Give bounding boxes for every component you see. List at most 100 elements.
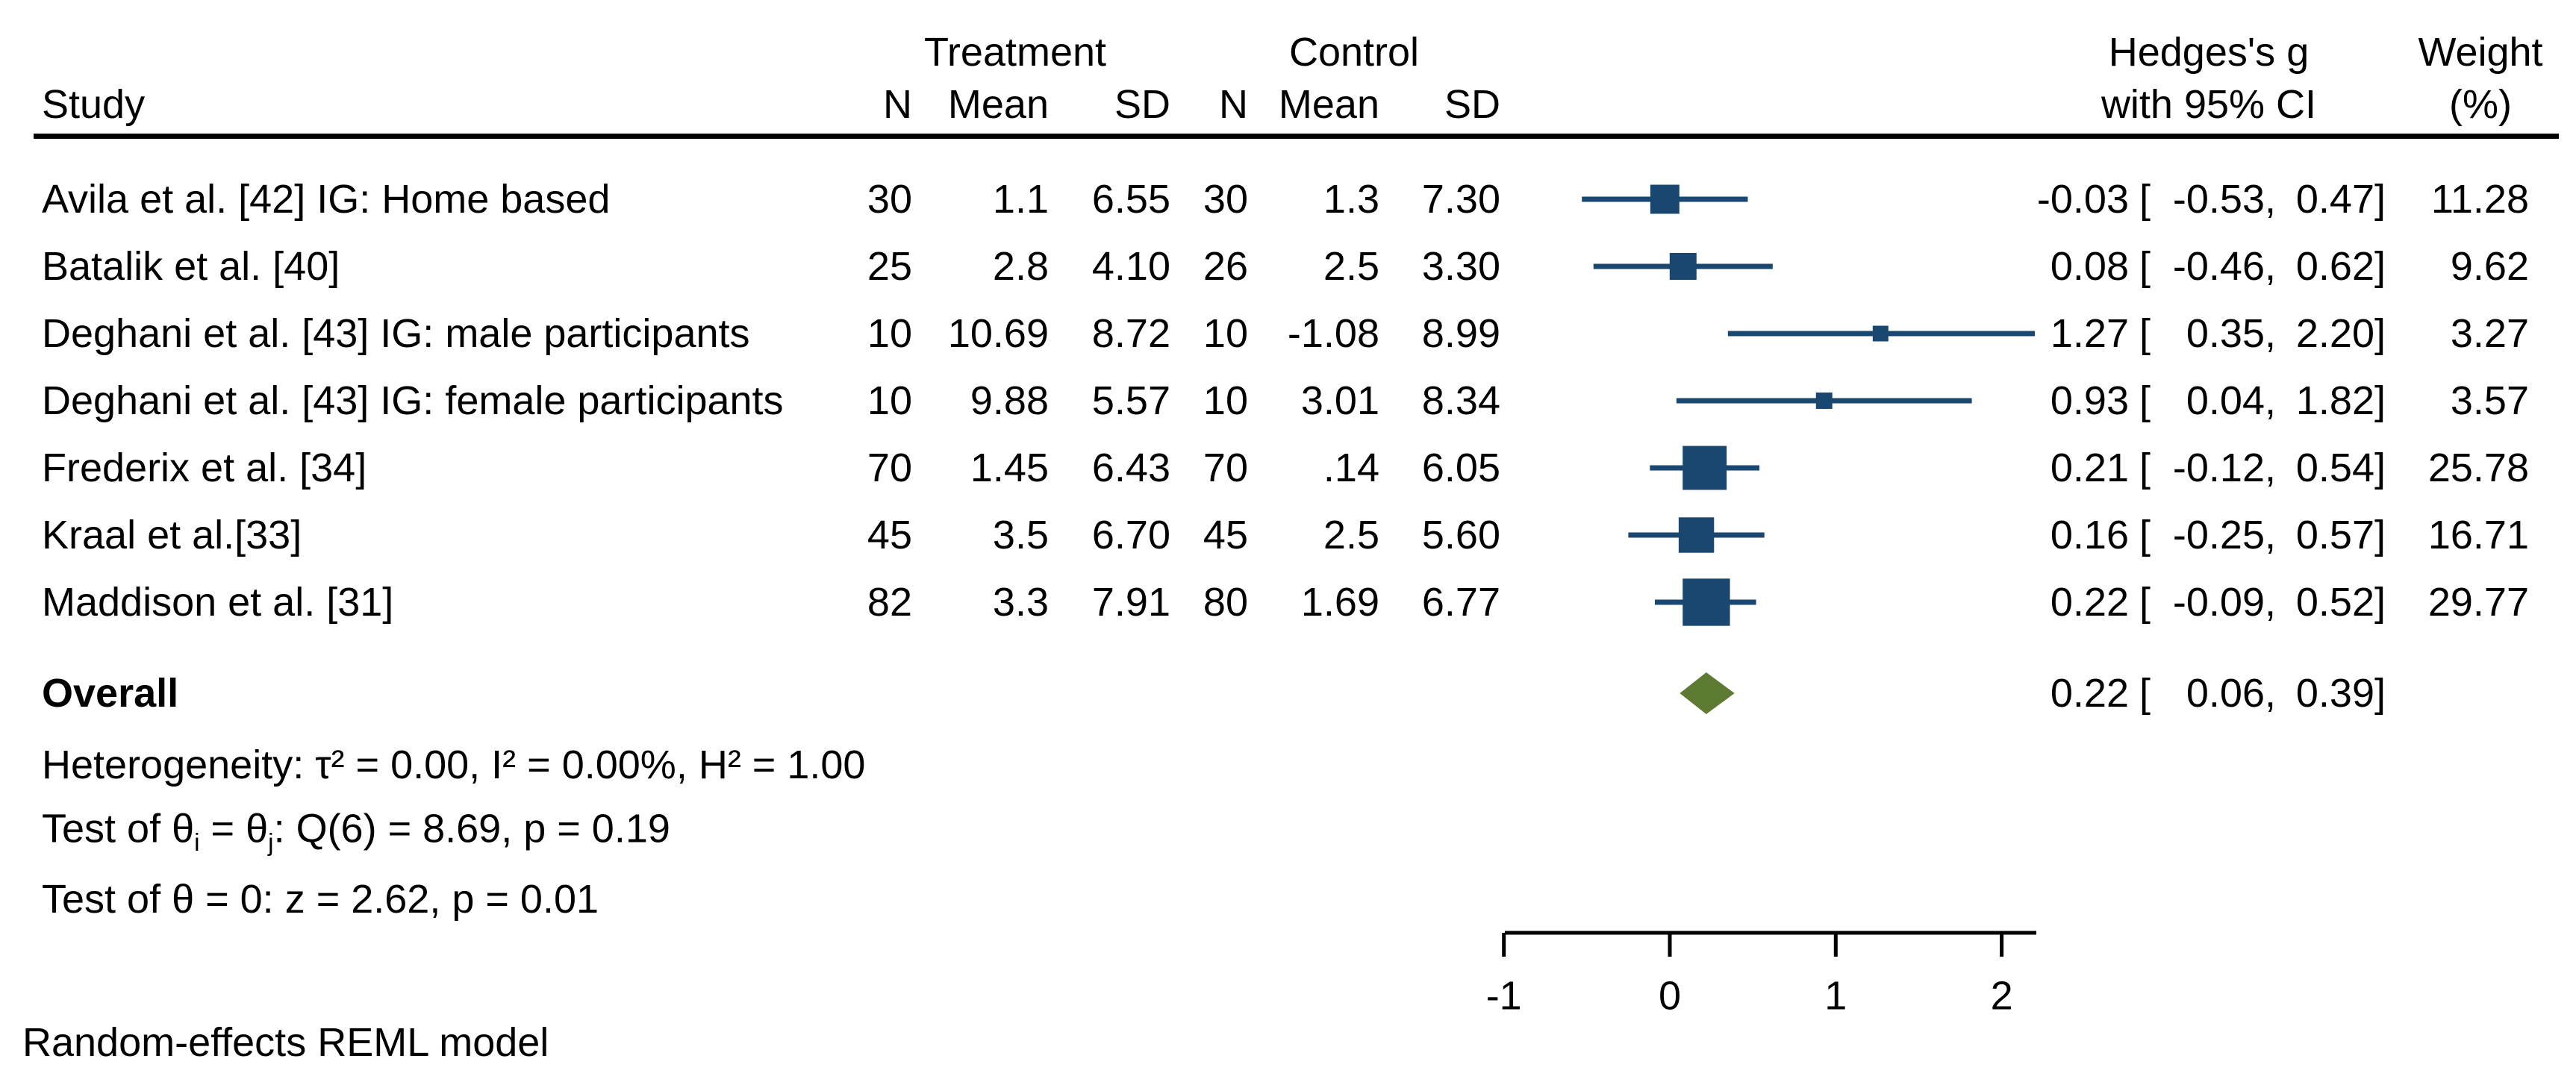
control-mean-value: -1.08 — [1287, 311, 1379, 356]
treatment-mean-value: 9.88 — [970, 378, 1049, 423]
control-sd-value: 5.60 — [1421, 513, 1500, 557]
heterogeneity-stats: Heterogeneity: τ² = 0.00, I² = 0.00%, H²… — [42, 743, 866, 787]
treatment-sd-value: 6.55 — [1091, 177, 1170, 222]
ci-lower: -0.53, — [2172, 177, 2276, 222]
effect-square — [1682, 578, 1730, 626]
ci-lower: 0.04, — [2186, 378, 2276, 423]
ci-lower: -0.46, — [2172, 244, 2276, 289]
control-n-header: N — [1219, 82, 1248, 127]
open-bracket: [ — [2139, 177, 2151, 222]
study-label: Maddison et al. [31] — [42, 580, 394, 625]
effect-value: 0.08 — [2050, 244, 2129, 289]
effect-value: 1.27 — [2050, 311, 2129, 356]
treatment-n-value: 30 — [867, 177, 912, 222]
weight-header-line1: Weight — [2418, 30, 2543, 75]
control-sd-value: 8.34 — [1421, 378, 1500, 423]
weight-value: 9.62 — [2450, 244, 2529, 289]
control-sd-header: SD — [1444, 82, 1500, 127]
test-thetas-rest: : Q(6) = 8.69, p = 0.19 — [273, 806, 670, 851]
overall-ci-lower: 0.06, — [2186, 671, 2276, 716]
test-thetas-pre: Test of θ — [42, 806, 195, 851]
ci-upper: 0.52] — [2295, 580, 2386, 625]
ci-upper: 0.54] — [2295, 446, 2386, 490]
ci-upper: 0.57] — [2295, 513, 2386, 557]
treatment-group-header: Treatment — [923, 30, 1107, 75]
treatment-n-value: 25 — [867, 244, 912, 289]
treatment-mean-value: 10.69 — [947, 311, 1049, 356]
treatment-mean-value: 2.8 — [992, 244, 1049, 289]
zero-effect-test: Test of θ = 0: z = 2.62, p = 0.01 — [42, 877, 599, 922]
effect-ci-text: 0.16[ -0.25, 0.57] — [1995, 515, 2386, 555]
treatment-sd-value: 6.43 — [1091, 446, 1170, 490]
control-n-value: 70 — [1203, 446, 1248, 490]
overall-label: Overall — [42, 671, 179, 716]
effect-value: -0.03 — [2036, 177, 2129, 222]
x-axis-tick-label: 1 — [1824, 973, 1847, 1018]
ci-upper: 1.82] — [2295, 378, 2386, 423]
control-group-header: Control — [1288, 30, 1420, 75]
control-mean-value: 1.69 — [1300, 580, 1379, 625]
effect-value: 0.93 — [2050, 378, 2129, 423]
treatment-mean-value: 1.45 — [970, 446, 1049, 490]
header-divider-rule — [34, 134, 2559, 139]
effect-ci-text: 0.93[0.04, 1.82] — [1995, 381, 2386, 421]
ci-lower: -0.25, — [2172, 513, 2276, 557]
effect-square — [1650, 184, 1680, 214]
ci-upper: 2.20] — [2295, 311, 2386, 356]
effect-square — [1815, 393, 1833, 409]
treatment-sd-value: 7.91 — [1091, 580, 1170, 625]
treatment-n-value: 70 — [867, 446, 912, 490]
effect-value: 0.16 — [2050, 513, 2129, 557]
effect-square — [1872, 325, 1889, 342]
open-bracket: [ — [2139, 446, 2151, 490]
effect-value: 0.21 — [2050, 446, 2129, 490]
overall-diamond — [1680, 672, 1735, 714]
treatment-sd-value: 4.10 — [1091, 244, 1170, 289]
open-bracket: [ — [2139, 580, 2151, 625]
effect-ci-text: -0.03[-0.53, 0.47] — [1995, 179, 2386, 219]
open-bracket: [ — [2139, 378, 2151, 423]
treatment-n-header: N — [883, 82, 912, 127]
model-footnote: Random-effects REML model — [22, 1020, 549, 1065]
study-label: Avila et al. [42] IG: Home based — [42, 177, 611, 222]
control-mean-value: .14 — [1323, 446, 1379, 490]
treatment-n-value: 10 — [867, 378, 912, 423]
study-label: Kraal et al.[33] — [42, 513, 302, 557]
control-mean-header: Mean — [1278, 82, 1379, 127]
open-bracket: [ — [2139, 311, 2151, 356]
control-n-value: 80 — [1203, 580, 1248, 625]
control-sd-value: 6.77 — [1421, 580, 1500, 625]
study-label: Deghani et al. [43] IG: male participant… — [42, 311, 750, 356]
effect-size-header-line2: with 95% CI — [2101, 82, 2317, 127]
open-bracket: [ — [2139, 513, 2151, 557]
control-sd-value: 3.30 — [1421, 244, 1500, 289]
control-n-value: 45 — [1203, 513, 1248, 557]
theta-subscript-j: j — [268, 829, 274, 857]
treatment-n-value: 45 — [867, 513, 912, 557]
overall-effect-ci-text: 0.22[0.06, 0.39] — [1995, 673, 2386, 713]
theta-subscript-i: i — [194, 829, 200, 857]
study-label: Frederix et al. [34] — [42, 446, 367, 490]
treatment-sd-value: 8.72 — [1091, 311, 1170, 356]
control-n-value: 26 — [1203, 244, 1248, 289]
treatment-sd-value: 6.70 — [1091, 513, 1170, 557]
ci-lower: -0.12, — [2172, 446, 2276, 490]
overall-effect-value: 0.22 — [2050, 671, 2129, 716]
x-axis-tick-label: 2 — [1991, 973, 2013, 1018]
control-sd-value: 7.30 — [1421, 177, 1500, 222]
study-label: Batalik et al. [40] — [42, 244, 340, 289]
weight-value: 3.57 — [2450, 378, 2529, 423]
x-axis-tick-label: 0 — [1659, 973, 1681, 1018]
treatment-mean-value: 3.3 — [992, 580, 1049, 625]
ci-upper: 0.62] — [2295, 244, 2386, 289]
control-n-value: 10 — [1203, 311, 1248, 356]
overall-ci-upper: 0.39] — [2295, 671, 2386, 716]
treatment-mean-header: Mean — [947, 82, 1049, 127]
open-bracket: [ — [2139, 244, 2151, 289]
control-mean-value: 3.01 — [1300, 378, 1379, 423]
weight-value: 11.28 — [2430, 177, 2529, 222]
effect-ci-text: 1.27[0.35, 2.20] — [1995, 313, 2386, 354]
control-mean-value: 2.5 — [1323, 244, 1379, 289]
test-thetas-eq: = θ — [199, 806, 269, 851]
